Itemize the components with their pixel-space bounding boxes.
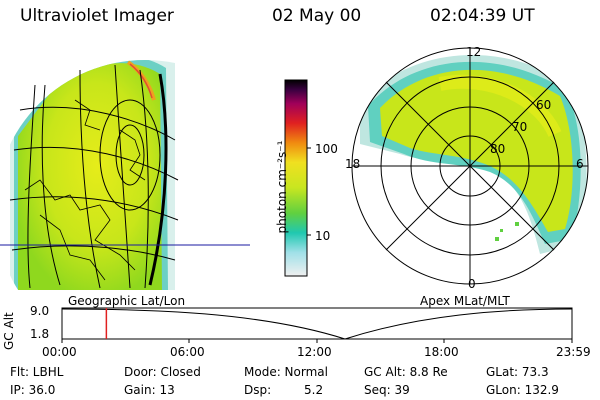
altitude-ytick-high: 9.0 (30, 304, 50, 318)
mlt-label-6: 6 (576, 157, 584, 171)
time-label: 02:04:39 UT (430, 6, 535, 26)
status-flt: Flt: LBHL (10, 365, 64, 379)
mlt-label-12: 12 (466, 45, 482, 59)
mlt-label-18: 18 (345, 157, 361, 171)
colorbar-tick-10: 10 (315, 229, 331, 243)
instrument-title: Ultraviolet Imager (20, 6, 174, 26)
status-glon: GLon: 132.9 (486, 383, 559, 397)
altitude-ytick-low: 1.8 (30, 327, 50, 341)
apex-label: Apex MLat/MLT (420, 294, 510, 308)
time-tick-2359: 23:59 (556, 345, 591, 359)
mlt-label-0: 0 (468, 277, 476, 291)
status-dsp-value: 5.2 (304, 383, 324, 397)
colorbar-tick-100: 100 (315, 142, 338, 156)
time-tick-0000: 00:00 (42, 345, 77, 359)
polar-mlat-mlt-plot (351, 47, 589, 285)
status-door: Door: Closed (124, 365, 201, 379)
status-dsp-label: Dsp: (244, 383, 272, 397)
time-tick-0600: 06:00 (170, 345, 205, 359)
status-gc-alt: GC Alt: 8.8 Re (364, 365, 448, 379)
colorbar-unit-label: photon cm⁻²s⁻¹ (275, 140, 289, 234)
time-tick-1800: 18:00 (424, 345, 459, 359)
status-ip: IP: 36.0 (10, 383, 56, 397)
altitude-plot (61, 307, 573, 343)
status-glat: GLat: 73.3 (486, 365, 549, 379)
status-seq: Seq: 39 (364, 383, 410, 397)
status-mode: Mode: Normal (244, 365, 328, 379)
geographic-label: Geographic Lat/Lon (68, 294, 186, 308)
geographic-globe-image (0, 60, 250, 290)
lat-label-60: 60 (536, 98, 552, 112)
color-scale-bar (284, 79, 311, 277)
date-label: 02 May 00 (272, 6, 362, 26)
time-tick-1200: 12:00 (297, 345, 332, 359)
lat-label-70: 70 (512, 120, 528, 134)
status-gain: Gain: 13 (124, 383, 175, 397)
altitude-ylabel: GC Alt (2, 312, 16, 350)
lat-label-80: 80 (490, 142, 506, 156)
